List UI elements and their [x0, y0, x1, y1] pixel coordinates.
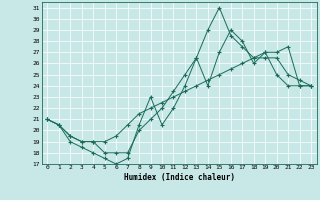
X-axis label: Humidex (Indice chaleur): Humidex (Indice chaleur) [124, 173, 235, 182]
